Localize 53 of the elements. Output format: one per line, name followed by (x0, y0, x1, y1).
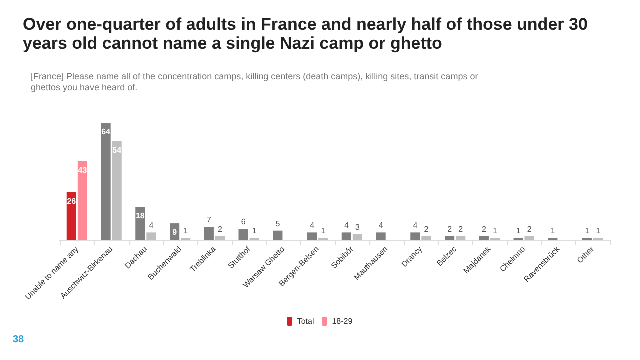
data-label: 26 (67, 196, 77, 206)
data-label: 2 (458, 224, 464, 234)
data-label: 2 (218, 224, 223, 234)
bar (376, 232, 386, 240)
data-label: 7 (206, 216, 212, 225)
bar (479, 236, 489, 240)
data-label: 6 (241, 218, 246, 227)
bar (524, 236, 534, 240)
bar (308, 232, 318, 240)
data-label: 2 (424, 224, 430, 234)
bar (410, 232, 420, 240)
data-label: 1 (585, 226, 590, 236)
data-label: 4 (344, 221, 350, 230)
data-label: 64 (102, 127, 112, 136)
data-label: 2 (448, 224, 453, 234)
bar (273, 230, 283, 240)
data-label: 5 (276, 219, 281, 228)
bar (422, 236, 432, 240)
data-label: 43 (78, 166, 88, 175)
chart-title: Over one-quarter of adults in France and nearly half of those under 30 years old cannot name a single Nazi camp or ghetto (23, 15, 593, 53)
data-label: 2 (527, 224, 532, 234)
data-label: 54 (112, 146, 122, 155)
data-label: 1 (596, 226, 602, 236)
data-label: 1 (252, 226, 258, 236)
data-label: 1 (550, 226, 556, 236)
bar (101, 122, 111, 240)
chart-subtitle: [France] Please name all of the concentration camps, killing centers (death camps), killing sites, transit camps or ghettos you have heard of. (31, 72, 481, 92)
bar (78, 161, 88, 240)
bar (204, 227, 214, 240)
bar (66, 192, 76, 240)
bar (456, 236, 466, 240)
bar (238, 229, 248, 240)
legend-label: 18-29 (332, 317, 354, 326)
bar (445, 236, 455, 240)
data-label: 4 (149, 221, 154, 230)
data-label: 1 (516, 226, 522, 236)
bar (215, 236, 225, 240)
data-label: 9 (172, 228, 178, 238)
data-label: 4 (378, 221, 384, 230)
bar (352, 234, 362, 240)
legend-label: Total (297, 317, 314, 326)
bar (342, 232, 352, 240)
data-label: 1 (321, 226, 326, 236)
data-label: 1 (492, 226, 498, 236)
bar (112, 141, 122, 240)
data-label: 2 (482, 224, 487, 234)
bar (146, 232, 156, 240)
data-label: 1 (184, 226, 189, 236)
text: 38 (13, 334, 25, 346)
data-label: 18 (136, 212, 146, 221)
data-label: 4 (413, 221, 418, 230)
data-label: 4 (310, 221, 316, 230)
data-label: 3 (355, 223, 360, 232)
